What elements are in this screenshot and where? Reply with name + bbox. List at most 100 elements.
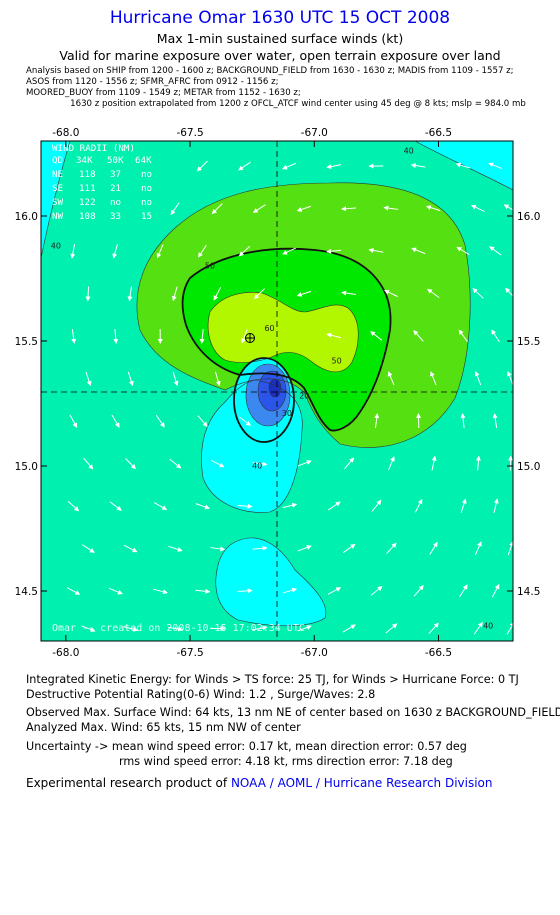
wind-vector-arrow [297,460,312,467]
wind-vector-arrow [427,288,440,299]
x-tick-label-top: -68.0 [52,127,79,139]
chart-subtitle-winds: Max 1-min sustained surface winds (kt) [156,31,404,46]
wind-vector-arrow [410,163,426,169]
wind-vector-arrow [459,584,468,598]
wind-vector-arrow [238,245,251,257]
contour-line-inner [207,292,359,373]
wind-vector-arrow [430,371,437,386]
analysis-note-1: Analysis based on SHIP from 1200 - 1600 … [26,66,514,76]
contour-line-10 [257,370,287,412]
wind-vector-arrow [282,502,298,509]
wind-vector-arrow [168,545,183,552]
wind-vector-arrow [428,622,439,635]
x-tick-label-bottom: -68.0 [52,647,79,659]
wind-vector-arrow [488,162,503,170]
x-tick-label-top: -67.5 [176,127,203,139]
contour-field: 40 40 50 60 50 20 30 40 40 WIND RADII (NM) QD 34K… [41,141,513,641]
x-tick-label-bottom: -67.5 [176,647,203,659]
wind-vector-arrow [384,289,398,297]
credit-prefix: Experimental research product of [26,776,228,790]
wind-vector-arrow [168,626,184,632]
wind-radii-row: NE 118 37 no [52,169,152,180]
wind-vector-arrow [197,415,208,428]
wind-vector-arrow [431,455,437,471]
wind-vector-arrow [214,371,221,387]
analysis-note-2: ASOS from 1120 - 1556 z; SFMR_AFRC from … [26,77,279,87]
wind-vector-arrow [507,371,513,386]
wind-vector-arrow [199,328,205,344]
uncertainty-mean-line: Uncertainty -> mean wind speed error: 0.… [26,740,467,753]
wind-vector-arrow [153,588,168,595]
wind-vector-arrow [127,286,133,302]
wind-vector-arrow [237,588,253,594]
contour-line-50 [136,182,471,448]
wind-radii-row: SW 122 no no [52,197,152,208]
wind-vector-arrow [153,502,168,510]
wind-vector-arrow [458,329,468,342]
wind-vector-arrow [503,204,513,211]
wind-vector-arrow [505,287,513,297]
wind-vector-arrow [67,500,80,512]
contour-labels: 40 40 50 60 50 20 30 40 40 [51,147,493,631]
wind-vector-arrow [252,625,268,631]
wind-vector-arrow [297,625,312,632]
chart-subtitle-exposure: Valid for marine exposure over water, op… [59,48,501,63]
wind-vector-arrow [507,540,513,556]
contour-line-40-south [215,537,327,627]
wind-vector-arrow [237,503,253,509]
wind-vector-arrow [473,621,483,635]
wind-vector-arrow [127,371,134,387]
analysis-note-3: MOORED_BUOY from 1109 - 1549 z; METAR fr… [26,88,301,98]
wind-radii-row: QD 34K 50K 64K [52,155,152,166]
chart-title: Hurricane Omar 1630 UTC 15 OCT 2008 [109,8,451,28]
wind-vector-arrow [213,287,222,301]
wind-vector-arrow [155,414,165,428]
wind-vector-arrow [195,588,211,594]
axis-ticks: -68.0 -68.0 -67.5 -67.5 -67.0 -67.0 -66.5 -66.5… [15,127,541,659]
contour-line-64-thick [181,247,392,432]
wind-vector-arrow [241,329,248,344]
hrd-link[interactable]: NOAA / AOML / Hurricane Research Divisio… [230,776,493,790]
wind-vectors [66,160,513,635]
contour-below-40-south [215,537,326,626]
wind-vector-arrow [491,583,500,598]
wind-vector-arrow [474,371,482,386]
y-tick-label-right: 16.0 [517,211,540,223]
wind-vector-arrow [125,458,137,470]
y-tick-label-left: 16.0 [15,211,38,223]
wind-vector-arrow [282,587,298,594]
contour-label: 40 [51,242,61,251]
wind-vector-arrow [385,623,398,634]
wind-vector-arrow [489,246,502,256]
wind-vector-arrow [370,331,383,341]
analyzed-max-wind-line: Analyzed Max. Wind: 65 kts, 15 nm NW of … [26,721,301,734]
wind-vector-arrow [326,164,342,170]
ike-line: Integrated Kinetic Energy: for Winds > T… [26,673,519,686]
wind-vector-arrow [472,287,484,299]
wind-vector-arrow [69,414,78,429]
wind-vector-arrow [66,587,81,595]
contour-label: 50 [332,357,342,366]
wind-vector-arrow [471,204,485,212]
wind-vector-arrow [252,461,268,467]
wind-vector-arrow [85,371,92,387]
y-tick-label-left: 15.5 [15,336,38,348]
wind-vector-arrow [344,457,355,470]
wind-radii-title: WIND RADII (NM) [52,143,135,154]
wind-vector-arrow [411,247,426,255]
wind-vector-arrow [492,413,498,428]
wind-vector-arrow [341,290,357,296]
x-tick-label-top: -66.5 [425,127,452,139]
wind-vector-arrow [388,456,395,471]
plot-frame [40,140,514,642]
uncertainty-rms-line: rms wind speed error: 4.18 kt, rms direc… [119,755,453,768]
wind-vector-arrow [108,587,123,595]
x-tick-label-top: -67.0 [301,127,328,139]
wind-vector-arrow [327,587,342,595]
wind-vector-arrow [460,413,466,429]
wind-vector-arrow [475,455,481,471]
wind-vector-arrow [342,624,356,633]
wind-vector-arrow [83,457,94,470]
wind-vector-arrow [296,205,312,212]
wind-vector-arrow [238,161,251,171]
